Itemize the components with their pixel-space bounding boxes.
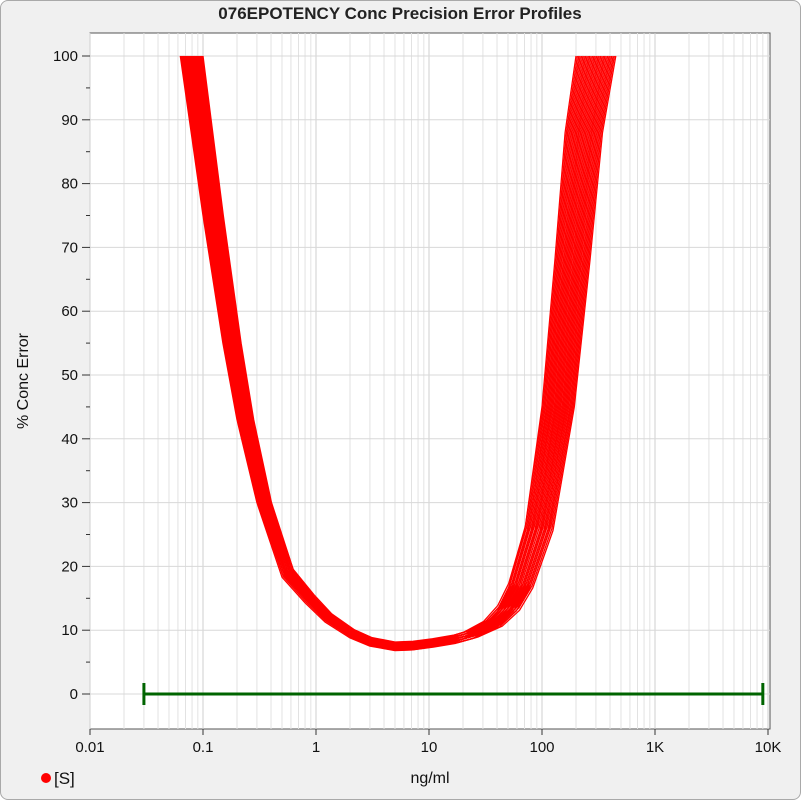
y-axis-label: % Conc Error	[15, 332, 32, 429]
y-tick-label: 50	[61, 367, 78, 384]
y-tick-label: 20	[61, 558, 78, 575]
x-tick-label: 0.1	[193, 739, 214, 756]
x-tick-label: 10	[421, 739, 438, 756]
y-tick-label: 30	[61, 495, 78, 512]
x-axis-label: ng/ml	[410, 770, 449, 787]
y-tick-label: 60	[61, 303, 78, 320]
y-tick-label: 40	[61, 431, 78, 448]
error-profile-line	[202, 55, 609, 646]
error-profiles	[179, 55, 617, 652]
range-bar	[142, 683, 765, 705]
x-tick-label: 1	[312, 739, 320, 756]
y-tick-label: 0	[70, 686, 78, 703]
x-tick-label: 10K	[755, 739, 782, 756]
x-tick-label: 100	[529, 739, 554, 756]
chart-title: 076EPOTENCY Conc Precision Error Profile…	[218, 4, 581, 23]
y-tick-label: 80	[61, 176, 78, 193]
x-tick-label: 1K	[646, 739, 664, 756]
legend-label: [S]	[54, 769, 75, 788]
y-tick-label: 90	[61, 112, 78, 129]
axes: 0.01 0.1 1 10 100 1K 10K 0 10 20 30 40 50 60 70 80 90 100	[53, 48, 781, 756]
y-tick-label: 100	[53, 48, 78, 65]
x-tick-label: 0.01	[75, 739, 104, 756]
legend-marker	[41, 773, 51, 783]
y-tick-label: 70	[61, 239, 78, 256]
y-tick-label: 10	[61, 622, 78, 639]
